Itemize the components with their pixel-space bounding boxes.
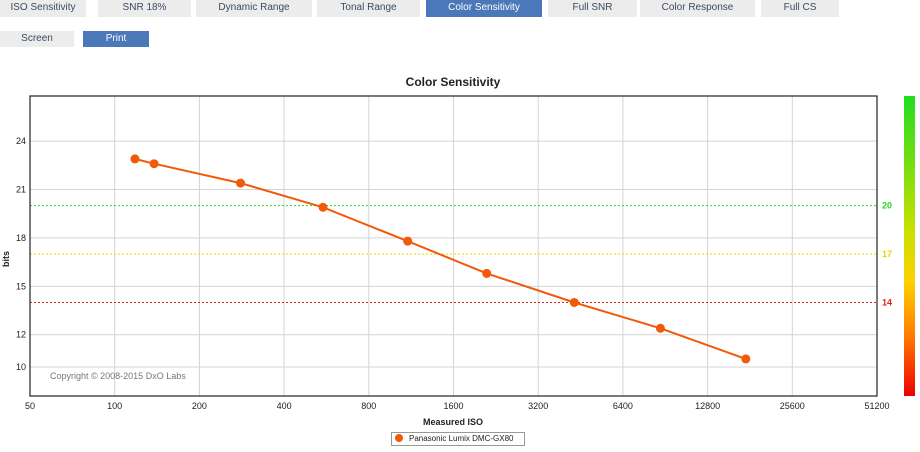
data-point <box>130 154 140 164</box>
tab-tonal-range[interactable]: Tonal Range <box>317 0 420 17</box>
x-tick-label: 51200 <box>864 401 889 411</box>
reference-line-label: 14 <box>882 297 892 307</box>
reference-line-label: 20 <box>882 201 892 211</box>
legend-label: Panasonic Lumix DMC-GX80 <box>409 434 514 443</box>
data-point <box>318 202 328 212</box>
tab-full-snr[interactable]: Full SNR <box>548 0 637 17</box>
quality-color-scale <box>904 96 915 396</box>
tab-snr-18[interactable]: SNR 18% <box>98 0 191 17</box>
print-button[interactable]: Print <box>83 31 149 47</box>
y-axis-title: bits <box>1 251 11 267</box>
series-panasonic-lumix-dmc-gx80 <box>130 154 751 364</box>
x-tick-label: 100 <box>107 401 122 411</box>
data-point <box>741 354 751 364</box>
y-tick-label: 10 <box>16 362 26 372</box>
data-point <box>482 268 492 278</box>
tab-color-sensitivity[interactable]: Color Sensitivity <box>426 0 542 17</box>
x-axis-ticks: 50 100 200 400 800 1600 3200 6400 12800 25600 5120… <box>25 401 890 411</box>
x-tick-label: 25600 <box>780 401 805 411</box>
x-tick-label: 50 <box>25 401 35 411</box>
plot-frame <box>29 95 878 397</box>
x-tick-label: 400 <box>277 401 292 411</box>
data-point <box>236 178 246 188</box>
y-tick-label: 18 <box>16 233 26 243</box>
series-line <box>134 157 747 360</box>
y-tick-label: 15 <box>16 281 26 291</box>
grid-lines <box>29 96 878 396</box>
x-tick-label: 12800 <box>695 401 720 411</box>
tab-full-cs[interactable]: Full CS <box>761 0 839 17</box>
y-axis-ticks: 10 12 15 18 21 24 <box>16 136 26 372</box>
tab-dynamic-range[interactable]: Dynamic Range <box>196 0 312 17</box>
reference-lines: 20 17 14 <box>30 201 892 307</box>
tab-color-response[interactable]: Color Response <box>640 0 755 17</box>
legend-marker-icon <box>395 434 403 442</box>
data-point <box>655 323 665 333</box>
x-axis-title: Measured ISO <box>423 417 483 427</box>
tab-iso-sensitivity[interactable]: ISO Sensitivity <box>0 0 86 17</box>
x-tick-label: 6400 <box>613 401 633 411</box>
screen-button[interactable]: Screen <box>0 31 74 47</box>
x-tick-label: 800 <box>361 401 376 411</box>
data-point <box>569 297 579 307</box>
data-point <box>403 236 413 246</box>
x-tick-label: 200 <box>192 401 207 411</box>
data-point <box>149 159 159 169</box>
reference-line-label: 17 <box>882 249 892 259</box>
tab-bar: ISO Sensitivity SNR 18% Dynamic Range To… <box>0 0 920 18</box>
y-tick-label: 12 <box>16 330 26 340</box>
legend[interactable]: Panasonic Lumix DMC-GX80 <box>391 432 525 446</box>
y-tick-label: 21 <box>16 185 26 195</box>
y-tick-label: 24 <box>16 136 26 146</box>
chart-title: Color Sensitivity <box>406 75 501 89</box>
x-tick-label: 1600 <box>443 401 463 411</box>
color-sensitivity-chart: Color Sensitivity 20 17 14 10 12 15 18 21 24 50… <box>1 75 915 427</box>
copyright-text: Copyright © 2008-2015 DxO Labs <box>50 371 186 381</box>
x-tick-label: 3200 <box>528 401 548 411</box>
